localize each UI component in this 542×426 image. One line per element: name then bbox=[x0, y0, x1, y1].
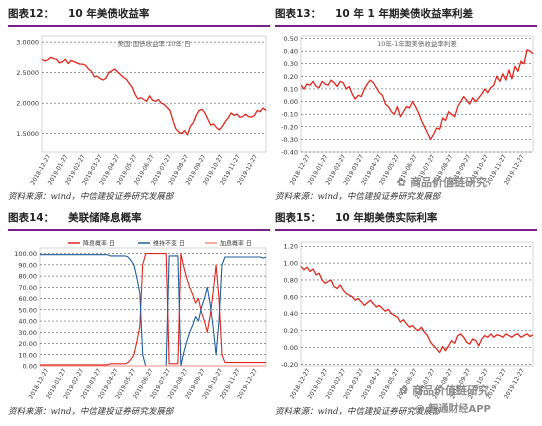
chart-10y-1y-spread: -0.40 -0.30 -0.20 -0.10 0.00 0.10 0.20 0.30 0.40… bbox=[281, 35, 534, 186]
plot-frame bbox=[41, 35, 267, 153]
watermark-text: @ 智通财经APP bbox=[415, 404, 491, 415]
watermark-text: 商品价值链研究 bbox=[410, 176, 488, 189]
y-tick-label: 100.00 bbox=[14, 250, 37, 258]
y-tick-label: -0.20 bbox=[281, 123, 298, 131]
y-tick-label: -0.10 bbox=[281, 111, 298, 119]
y-tick-label: 20.00 bbox=[18, 340, 37, 348]
source-note: 资料来源：wind，中信建投证券研究发展部 bbox=[8, 192, 174, 202]
series-line-1 bbox=[300, 49, 534, 141]
caption-title: 10 年美债收益率 bbox=[68, 8, 150, 20]
y-tick-label: -0.40 bbox=[281, 149, 298, 157]
y-tick-label: 1.5000 bbox=[16, 130, 39, 138]
y-tick-label: 2.5000 bbox=[16, 69, 39, 77]
y-tick-label: 0.10 bbox=[284, 85, 298, 93]
y-tick-label: 0.30 bbox=[284, 60, 298, 68]
y-tick-label: 0.00 bbox=[284, 344, 298, 352]
caption-title: 美联储降息概率 bbox=[68, 212, 142, 224]
legend-label: 维持不变 日 bbox=[153, 240, 185, 248]
chart-title: 10年-1年期美债收益率利差 bbox=[377, 39, 457, 48]
chart-us10y-yield: 1.50002.00002.50003.00002018-12-272019-0… bbox=[16, 35, 267, 186]
watermark: @ 智通财经APP bbox=[415, 400, 491, 415]
y-tick-label: 70.00 bbox=[18, 284, 37, 292]
y-tick-label: 0.20 bbox=[284, 73, 298, 81]
y-tick-label: 1.00 bbox=[284, 260, 298, 268]
y-tick-label: 0.00 bbox=[284, 98, 298, 106]
y-tick-label: 80.00 bbox=[18, 273, 37, 281]
y-tick-label: 40.00 bbox=[18, 318, 37, 326]
source-note: 资料来源：wind，中信建投证券研究发展部 bbox=[275, 407, 441, 417]
watermark: ✿ 商品价值链研究 bbox=[397, 174, 487, 190]
source-note: 资料来源：wind，中信建投证券研究发展部 bbox=[275, 192, 441, 202]
legend-label: 加息概率 日 bbox=[220, 240, 252, 248]
y-tick-label: 30.00 bbox=[18, 329, 37, 337]
caption-number: 图表12： bbox=[8, 8, 55, 20]
chart-title: 美国:国债收益率:10年 日 bbox=[117, 39, 190, 48]
caption-rule bbox=[275, 229, 537, 231]
caption: 图表12： 10 年美债收益率 bbox=[8, 6, 149, 21]
y-tick-label: 60.00 bbox=[18, 295, 37, 303]
caption-title: 10 年 1 年期美债收益率利差 bbox=[335, 8, 474, 20]
caption-title: 10 年期美债实际利率 bbox=[335, 212, 438, 224]
legend-label: 降息概率 日 bbox=[83, 240, 115, 248]
chart-fed-cut-probability: 0.00 10.00 20.00 30.00 40.00 50.00 60.00 70.00 8… bbox=[14, 240, 267, 400]
plot-frame bbox=[300, 241, 534, 367]
y-tick-label: 0.50 bbox=[284, 35, 298, 43]
caption-number: 图表13： bbox=[275, 8, 322, 20]
y-tick-label: 10.00 bbox=[18, 351, 37, 359]
source-note: 资料来源：wind，中信建投证券研究发展部 bbox=[8, 407, 174, 417]
y-tick-label: 0.00 bbox=[23, 363, 37, 371]
series-line-1 bbox=[300, 266, 534, 354]
y-tick-label: -0.20 bbox=[281, 361, 298, 369]
panel-14: 图表14： 美联储降息概率 0.00 10.00 20.00 30.00 40.00 50.… bbox=[8, 210, 270, 420]
panel-13: 图表13： 10 年 1 年期美债收益率利差 -0.40 -0.30 -0.20 -0.… bbox=[275, 6, 537, 206]
caption-number: 图表15： bbox=[275, 212, 322, 224]
y-tick-label: -0.30 bbox=[281, 136, 298, 144]
y-tick-label: 0.40 bbox=[284, 310, 298, 318]
series-line-2 bbox=[40, 254, 267, 367]
y-tick-label: 0.60 bbox=[284, 293, 298, 301]
plot-frame bbox=[300, 35, 534, 153]
caption-rule bbox=[275, 25, 537, 27]
series-line-1 bbox=[41, 56, 267, 136]
wechat-icon: ✿ bbox=[397, 176, 407, 189]
panel-12: 图表12： 10 年美债收益率 1.5000 2.0000 2.5000 3.0000 2… bbox=[8, 6, 270, 206]
watermark: ✿ 商品价值链研究 bbox=[399, 382, 489, 398]
panel-15: 图表15： 10 年期美债实际利率 -0.20 0.00 0.20 0.40 0.60 0.… bbox=[275, 210, 537, 420]
y-tick-label: 90.00 bbox=[18, 261, 37, 269]
caption-rule bbox=[8, 229, 270, 231]
plot-frame bbox=[39, 247, 267, 367]
watermark-text: 商品价值链研究 bbox=[412, 384, 490, 397]
y-tick-label: 2.0000 bbox=[16, 100, 39, 108]
y-tick-label: 0.40 bbox=[284, 48, 298, 56]
caption-number: 图表14： bbox=[8, 212, 55, 224]
series-line-1 bbox=[40, 253, 266, 366]
caption: 图表13： 10 年 1 年期美债收益率利差 bbox=[275, 6, 473, 21]
y-tick-label: 50.00 bbox=[18, 306, 37, 314]
y-tick-label: 0.20 bbox=[284, 327, 298, 335]
caption-rule bbox=[8, 25, 270, 27]
caption: 图表15： 10 年期美债实际利率 bbox=[275, 210, 437, 225]
chart-10y-real-rate: -0.200.000.200.400.600.801.001.202018-12… bbox=[281, 241, 534, 400]
x-tick-label: 2019-12-27 bbox=[504, 154, 526, 186]
y-tick-label: 1.20 bbox=[284, 243, 298, 251]
x-tick-label: 2019-12-27 bbox=[504, 368, 526, 400]
y-tick-label: 3.0000 bbox=[16, 39, 39, 47]
caption: 图表14： 美联储降息概率 bbox=[8, 210, 142, 225]
y-tick-label: 0.80 bbox=[284, 276, 298, 284]
wechat-icon: ✿ bbox=[399, 384, 409, 397]
